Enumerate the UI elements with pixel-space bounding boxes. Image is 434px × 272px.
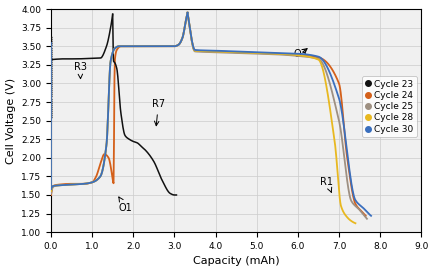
Text: O3: O3 [294, 49, 307, 59]
Text: R1: R1 [320, 177, 333, 192]
X-axis label: Capacity (mAh): Capacity (mAh) [193, 256, 279, 267]
Text: R7: R7 [152, 99, 165, 126]
Legend: Cycle 23, Cycle 24, Cycle 25, Cycle 28, Cycle 30: Cycle 23, Cycle 24, Cycle 25, Cycle 28, … [362, 76, 417, 137]
Text: O1: O1 [119, 197, 133, 213]
Text: R3: R3 [74, 62, 87, 79]
Y-axis label: Cell Voltage (V): Cell Voltage (V) [6, 78, 16, 164]
